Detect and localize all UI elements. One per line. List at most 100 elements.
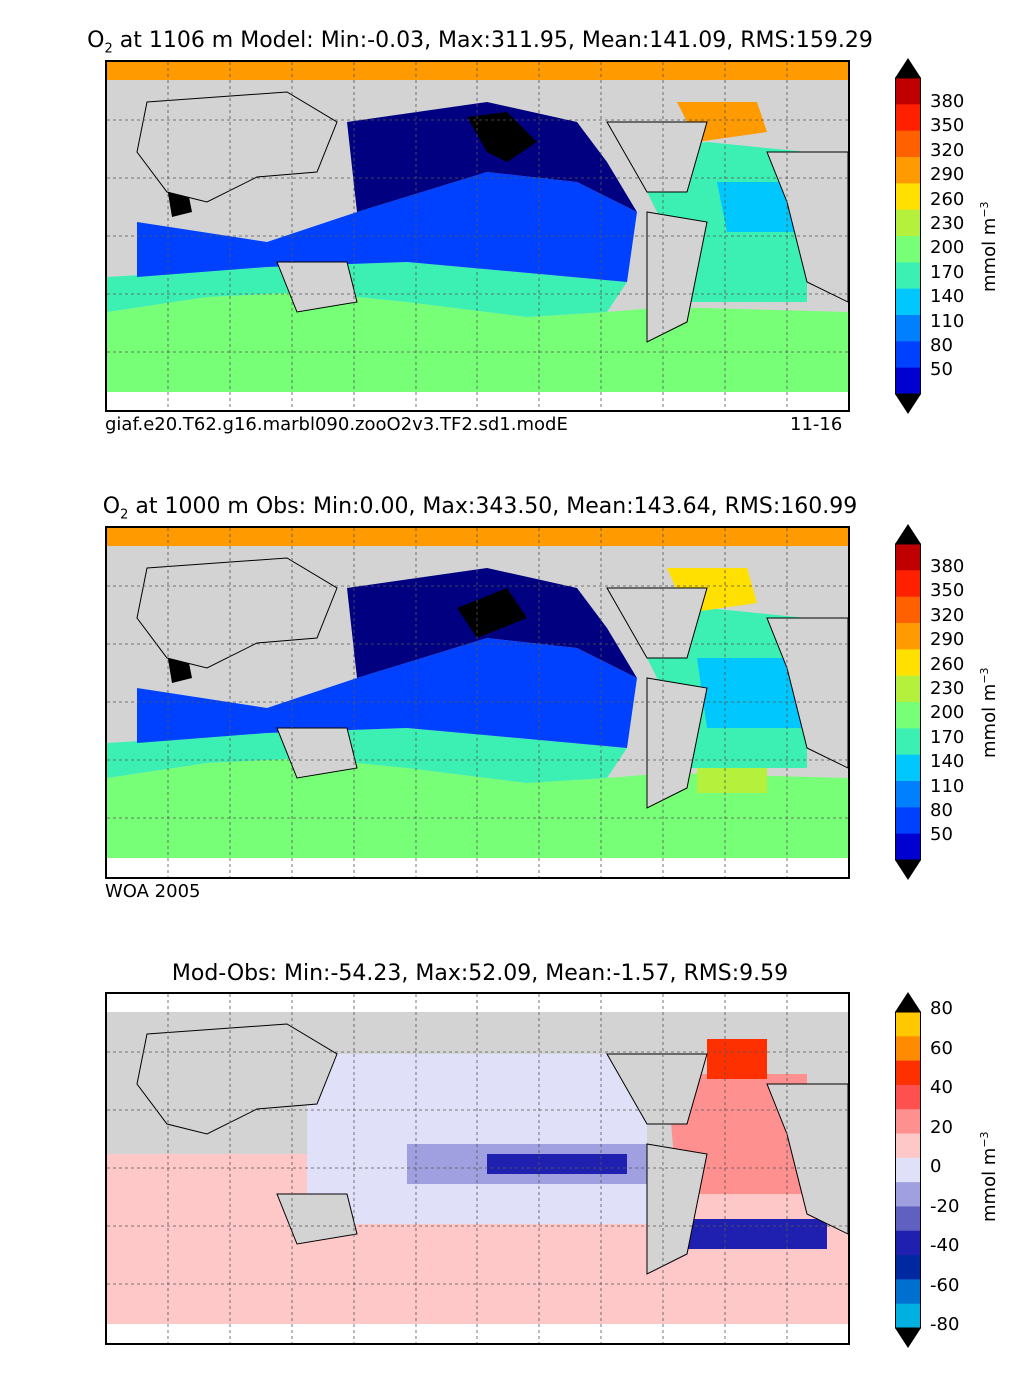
colorbar-segment — [895, 1060, 921, 1086]
colorbar-segment — [895, 570, 921, 598]
colorbar-frame — [895, 1011, 921, 1329]
south-atlantic-negative — [687, 1219, 827, 1249]
equatorial-strong-negative — [487, 1154, 627, 1174]
colorbar-segment — [895, 1109, 921, 1135]
colorbar-tick-label: 40 — [930, 1077, 953, 1098]
colorbar-segment — [895, 341, 921, 369]
colorbar-segment — [895, 209, 921, 237]
diff-map-svg — [107, 994, 848, 1343]
equatorial-band — [137, 172, 637, 282]
colorbar-tick-label: 80 — [930, 335, 953, 356]
colorbar-segment — [895, 1206, 921, 1232]
colorbar-segment — [895, 1084, 921, 1110]
colorbar-extend-bottom — [895, 1328, 921, 1348]
north-america-landmass — [606, 587, 708, 659]
colorbar-segment — [895, 262, 921, 290]
colorbar-tick-label: 380 — [930, 91, 965, 112]
model-period: 11-16 — [790, 414, 843, 435]
colorbar-extend-bottom — [895, 394, 921, 414]
colorbar-segment — [895, 157, 921, 184]
colorbar-tick-label: 80 — [930, 998, 953, 1019]
diff-panel-title: Mod-Obs: Min:-54.23, Max:52.09, Mean:-1.… — [171, 961, 789, 986]
tropical-atlantic-low — [717, 182, 797, 232]
arctic-mask — [107, 994, 848, 1012]
colorbar-segment — [895, 1303, 921, 1329]
colorbar-frame — [895, 543, 921, 861]
obs-colorbar-unit: mmol m−3 — [978, 667, 1000, 758]
colorbar-tick-label: 170 — [930, 261, 965, 283]
arctic-band — [107, 62, 848, 80]
colorbar-tick-label: 20 — [930, 1116, 953, 1138]
colorbar-tick-label: 110 — [930, 775, 965, 797]
diff-map — [105, 992, 850, 1345]
antarctic-mask — [107, 392, 848, 410]
colorbar-segment — [895, 807, 921, 835]
colorbar-tick-label: -60 — [930, 1274, 960, 1296]
colorbar-tick-label: 230 — [930, 678, 965, 699]
colorbar-tick-label: -20 — [930, 1195, 960, 1217]
australia-landmass — [276, 261, 358, 313]
australia-landmass — [276, 727, 358, 779]
gridlines — [107, 528, 848, 877]
colorbar-tick-label: 380 — [930, 556, 965, 577]
eurasia-landmass — [136, 557, 338, 669]
colorbar-segment — [895, 1157, 921, 1183]
model-map — [105, 60, 850, 412]
model-colorbar-unit: mmol m−3 — [978, 201, 1000, 292]
colorbar-segment — [895, 288, 921, 316]
colorbar-frame — [895, 77, 921, 395]
colorbar-segment — [895, 1279, 921, 1305]
colorbar-segment — [895, 702, 921, 729]
colorbar-tick-label: -80 — [930, 1314, 960, 1335]
colorbar-tick-label: 290 — [930, 164, 965, 186]
model-panel-title: O2 at 1106 m Model: Min:-0.03, Max:311.9… — [87, 28, 873, 57]
colorbar-tick-label: 350 — [930, 580, 965, 602]
colorbar-segment — [895, 367, 921, 395]
australia-landmass — [276, 1193, 358, 1245]
colorbar-extend-top — [895, 992, 921, 1012]
colorbar-segment — [895, 1133, 921, 1159]
colorbar-tick-label: -40 — [930, 1235, 960, 1256]
colorbar-segment — [895, 1012, 921, 1037]
colorbar-tick-label: 60 — [930, 1037, 953, 1059]
colorbar-tick-label: 110 — [930, 310, 965, 332]
north-america-landmass — [606, 121, 708, 193]
south-atlantic-high — [697, 768, 767, 793]
obs-caption: WOA 2005 — [105, 881, 201, 902]
colorbar-segment — [895, 130, 921, 158]
obs-map — [105, 526, 850, 879]
colorbar-segment — [895, 544, 921, 571]
equatorial-band — [137, 638, 637, 748]
colorbar-segment — [895, 1036, 921, 1062]
diff-colorbar-unit: mmol m−3 — [978, 1131, 1000, 1222]
south-america-landmass — [646, 211, 708, 343]
colorbar-extend-bottom — [895, 860, 921, 880]
obs-panel-title: O2 at 1000 m Obs: Min:0.00, Max:343.50, … — [102, 494, 858, 523]
colorbar-tick-label: 350 — [930, 115, 965, 137]
colorbar-tick-label: 320 — [930, 604, 965, 626]
north-america-landmass — [606, 1053, 708, 1125]
colorbar-segment — [895, 78, 921, 105]
colorbar-segment — [895, 728, 921, 756]
colorbar-tick-label: 230 — [930, 213, 965, 234]
colorbar-segment — [895, 236, 921, 263]
obs-colorbar — [895, 524, 921, 880]
model-map-svg — [107, 62, 848, 410]
antarctic-mask — [107, 1324, 848, 1343]
labrador-strong-positive — [707, 1039, 767, 1079]
colorbar-tick-label: 140 — [930, 286, 965, 308]
gridlines — [107, 62, 848, 410]
colorbar-extend-top — [895, 524, 921, 544]
colorbar-tick-label: 290 — [930, 629, 965, 651]
obs-map-svg — [107, 528, 848, 877]
eurasia-landmass — [136, 91, 338, 203]
colorbar-tick-label: 170 — [930, 726, 965, 748]
colorbar-tick-label: 0 — [930, 1156, 942, 1177]
north-pacific-low — [347, 102, 637, 212]
colorbar-segment — [895, 596, 921, 624]
south-america-landmass — [646, 677, 708, 809]
colorbar-segment — [895, 1230, 921, 1256]
north-pacific-minimum — [467, 112, 537, 162]
arctic-band — [107, 528, 848, 546]
south-subtropical-band — [107, 262, 627, 317]
